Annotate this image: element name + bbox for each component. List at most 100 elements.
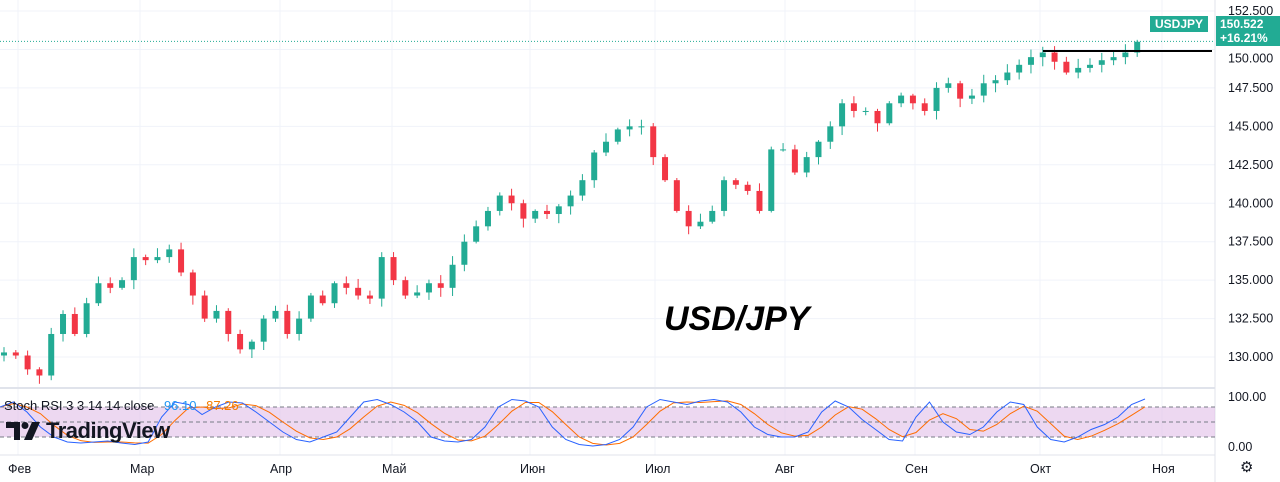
indicator-d-value: 87.26	[206, 398, 239, 413]
candle-body	[237, 333, 244, 350]
candle-body	[248, 341, 255, 350]
candle-body	[744, 184, 751, 191]
stoch-d-line	[0, 400, 1146, 446]
candle-body	[603, 141, 610, 153]
x-tick-label: Июн	[520, 462, 545, 476]
stoch-axis-label: 100.00	[1228, 390, 1266, 404]
candle-body	[154, 257, 161, 261]
candle-body	[555, 206, 562, 215]
x-tick-label: Апр	[270, 462, 292, 476]
y-tick-label: 150.000	[1228, 51, 1273, 65]
x-tick-label: Ноя	[1152, 462, 1175, 476]
candle-body	[850, 103, 857, 111]
candle-body	[543, 210, 550, 215]
candle-body	[874, 110, 881, 124]
x-tick-label: Сен	[905, 462, 928, 476]
x-tick-label: Фев	[8, 462, 31, 476]
candle-body	[473, 226, 480, 242]
candle-body	[402, 280, 409, 296]
candle-body	[437, 283, 444, 288]
indicator-legend[interactable]: Stoch RSI 3 3 14 14 close 96.10 87.26	[4, 398, 239, 413]
y-tick-label: 145.000	[1228, 119, 1273, 133]
candle-body	[484, 210, 491, 227]
candle-body	[178, 249, 185, 273]
last-price: 150.522	[1220, 17, 1264, 31]
candle-body	[213, 310, 220, 319]
candle-body	[83, 303, 90, 334]
y-tick-label: 152.500	[1228, 4, 1273, 18]
tradingview-logo[interactable]: TradingView	[6, 418, 170, 444]
candle-body	[1039, 52, 1046, 58]
candle-body	[60, 313, 67, 334]
candle-body	[898, 95, 905, 104]
candle-body	[732, 180, 739, 185]
settings-gear-icon[interactable]: ⚙	[1240, 459, 1254, 476]
candle-body	[343, 283, 350, 288]
candle-body	[791, 149, 798, 173]
candle-body	[24, 355, 31, 370]
candle-body	[1098, 60, 1105, 65]
candle-body	[508, 195, 515, 204]
candle-body	[331, 283, 338, 304]
candle-body	[579, 180, 586, 196]
candle-body	[650, 126, 657, 158]
candle-body	[1004, 72, 1011, 81]
candle-body	[933, 87, 940, 111]
last-price-tag: 150.522 +16.21%	[1216, 16, 1280, 46]
indicator-k-value: 96.10	[163, 398, 197, 413]
logo-text: TradingView	[46, 418, 170, 443]
y-tick-label: 140.000	[1228, 196, 1273, 210]
candle-body	[142, 257, 149, 261]
candle-body	[1110, 57, 1117, 61]
candle-body	[1027, 57, 1034, 65]
x-tick-label: Мар	[130, 462, 155, 476]
candle-body	[697, 221, 704, 227]
candle-body	[1016, 64, 1023, 73]
symbol-tag: USDJPY	[1150, 16, 1209, 32]
candle-body	[1051, 52, 1058, 62]
candle-body	[626, 126, 633, 130]
candle-body	[107, 283, 114, 288]
candle-body	[685, 210, 692, 227]
candle-body	[886, 103, 893, 124]
candle-body	[48, 333, 55, 376]
candle-body	[272, 310, 279, 319]
candle-body	[709, 210, 716, 222]
x-tick-label: Авг	[775, 462, 795, 476]
y-tick-label: 130.000	[1228, 350, 1273, 364]
candle-body	[201, 295, 208, 319]
candle-body	[425, 283, 432, 293]
candle-body	[225, 310, 232, 334]
candle-body	[1134, 41, 1141, 53]
candle-body	[378, 257, 385, 299]
y-tick-label: 142.500	[1228, 158, 1273, 172]
candle-body	[921, 103, 928, 111]
candle-body	[567, 195, 574, 207]
candle-body	[449, 264, 456, 288]
candle-body	[496, 195, 503, 211]
candle-body	[968, 95, 975, 99]
candle-body	[638, 126, 645, 128]
candle-body	[945, 83, 952, 88]
candle-body	[119, 280, 126, 288]
candle-body	[71, 313, 78, 334]
candle-body	[1, 352, 7, 356]
candle-body	[355, 287, 362, 296]
candle-body	[803, 157, 810, 173]
candle-body	[992, 80, 999, 84]
candle-body	[815, 141, 822, 158]
candle-body	[839, 103, 846, 127]
change-percent: +16.21%	[1220, 31, 1268, 45]
candle-body	[284, 310, 291, 334]
candle-body	[980, 83, 987, 96]
candle-body	[662, 157, 669, 181]
candle-body	[166, 249, 173, 258]
candle-body	[319, 295, 326, 304]
candle-body	[12, 352, 19, 356]
y-tick-label: 137.500	[1228, 235, 1273, 249]
candle-body	[591, 152, 598, 181]
candle-body	[520, 203, 527, 219]
candle-body	[260, 318, 267, 342]
x-tick-label: Окт	[1030, 462, 1051, 476]
